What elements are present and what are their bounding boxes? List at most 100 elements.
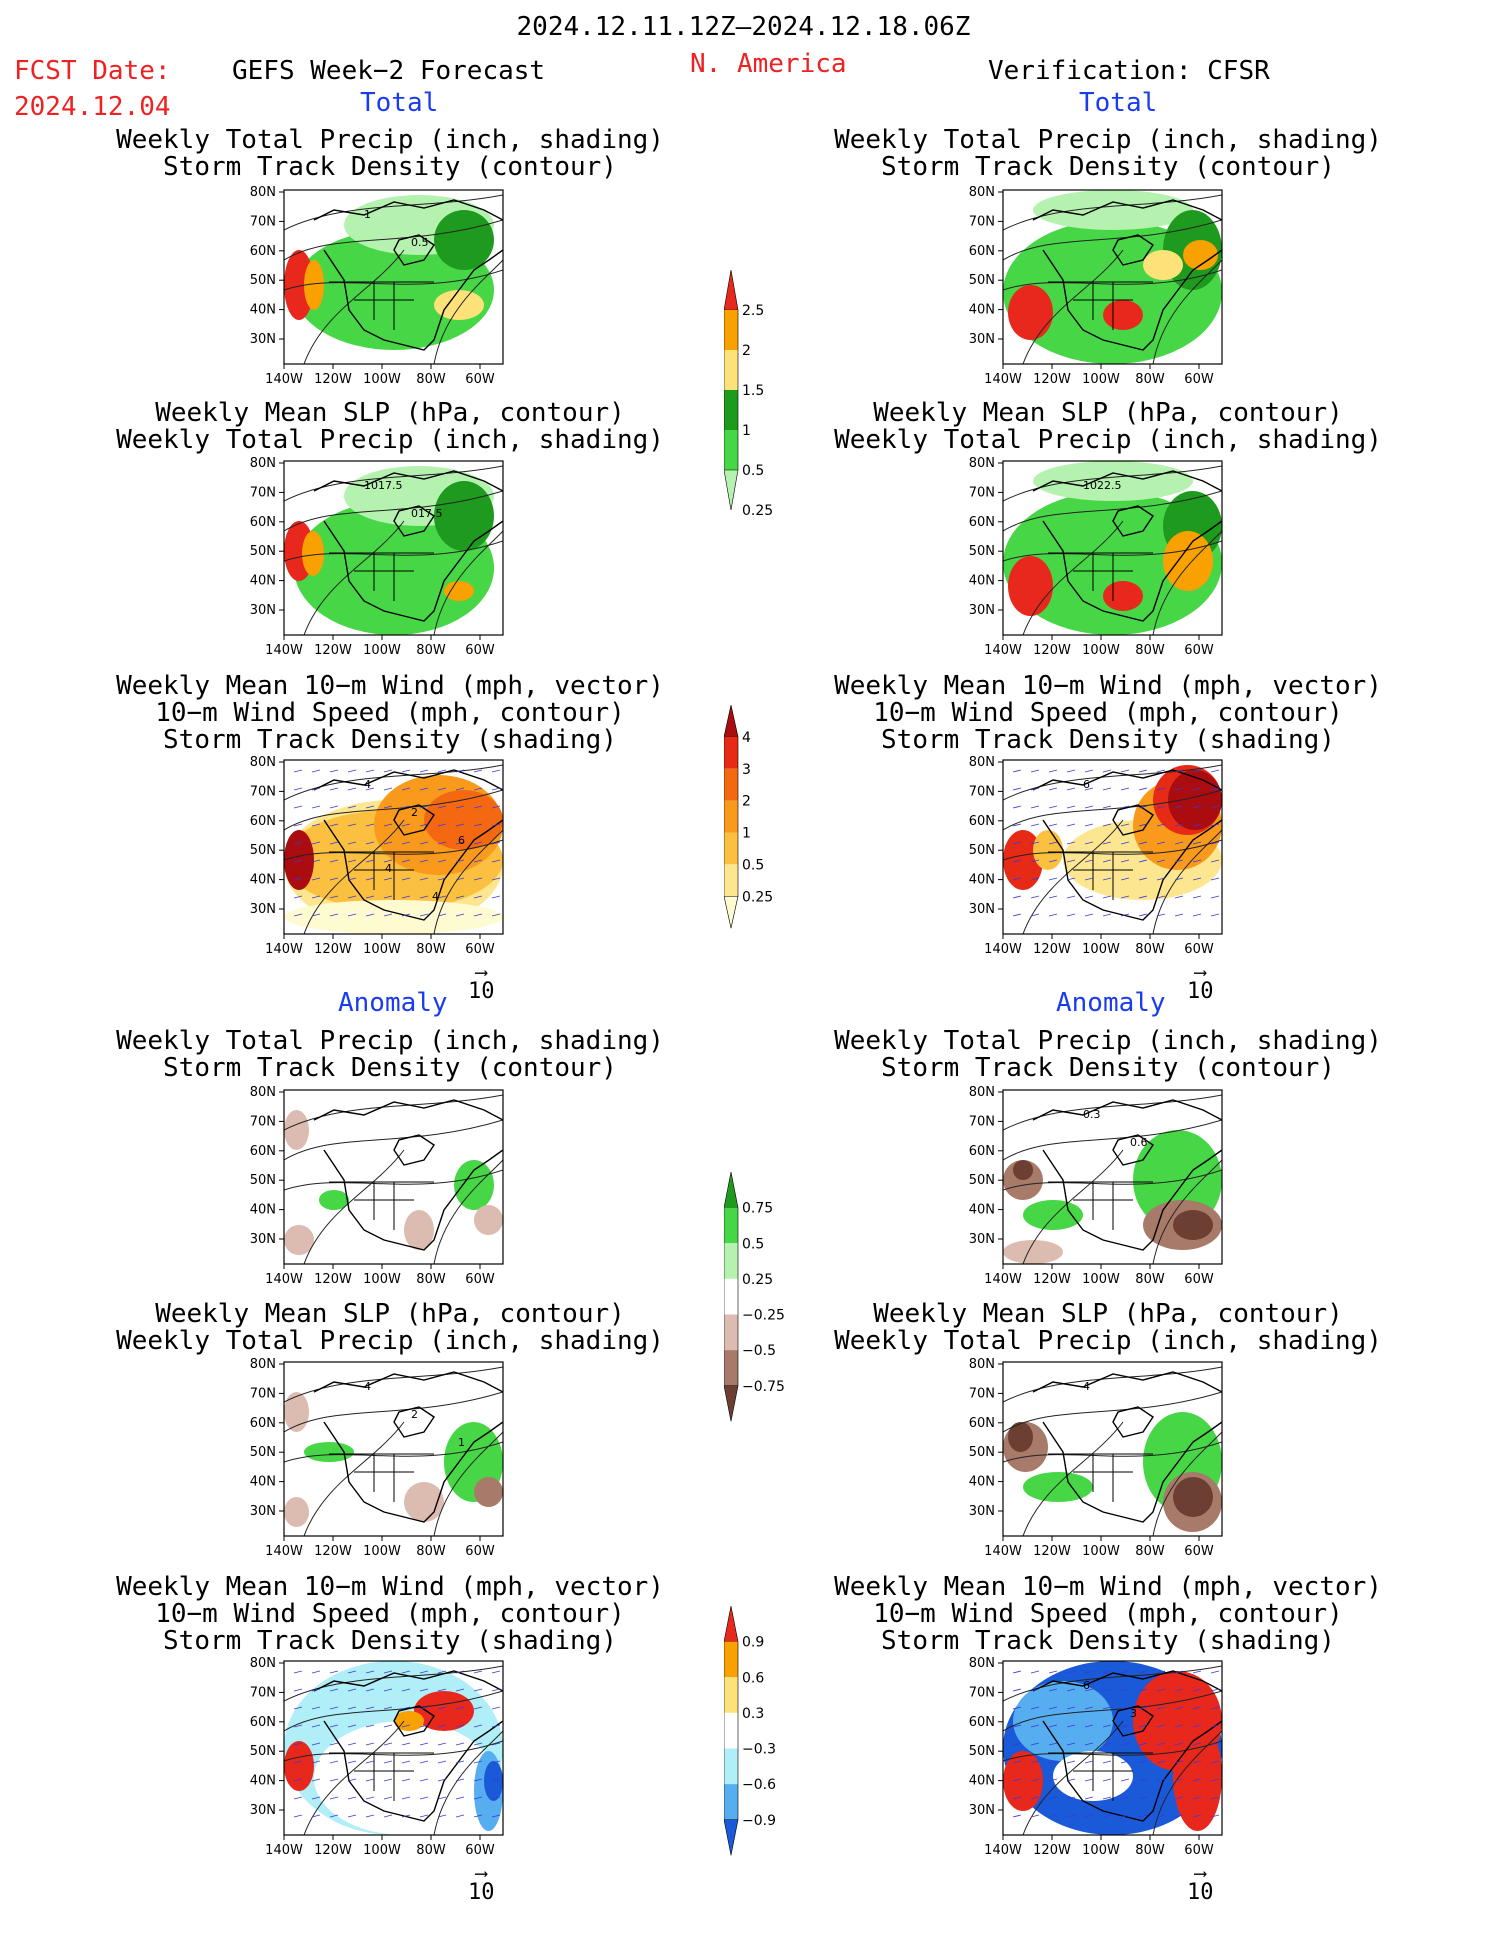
wind-vector xyxy=(1120,1688,1130,1692)
map-svg: 6 3 80N 70N 60N 50N 40N 30N 140W 120W 100W 80W 60W xyxy=(969,1656,1223,1858)
wind-vector xyxy=(293,1670,303,1674)
lon-label: 120W xyxy=(314,1544,352,1559)
contour-line xyxy=(284,194,503,231)
lat-label: 50N xyxy=(250,1744,276,1759)
wind-vector xyxy=(1156,1670,1166,1674)
wind-vector xyxy=(1156,1778,1166,1782)
wind-vector xyxy=(293,895,303,899)
wind-vector xyxy=(1192,1742,1202,1746)
wind-vector xyxy=(1066,895,1076,899)
coastline xyxy=(313,199,503,351)
contour-line xyxy=(1022,1149,1124,1264)
colorbar-label: 0.5 xyxy=(742,463,764,479)
wind-vector xyxy=(1192,913,1202,917)
wind-vector xyxy=(311,913,321,917)
colorbar-swatch xyxy=(724,736,738,769)
shade-region xyxy=(414,1691,474,1731)
lon-label: 100W xyxy=(1082,1843,1120,1858)
shade-region xyxy=(434,290,484,320)
wind-vector xyxy=(491,1688,501,1692)
lon-label: 100W xyxy=(363,1843,401,1858)
wind-vector xyxy=(419,1814,429,1818)
wind-vector xyxy=(437,805,447,809)
state-borders xyxy=(329,1181,434,1230)
shade-region xyxy=(284,1225,314,1255)
wind-vector xyxy=(491,1796,501,1800)
shade-region xyxy=(1023,1472,1093,1502)
wind-vector xyxy=(365,1814,375,1818)
wind-vector xyxy=(329,1670,339,1674)
wind-vector xyxy=(383,841,393,845)
contour-line xyxy=(1003,789,1222,831)
lat-label: 40N xyxy=(969,303,995,318)
lat-label: 30N xyxy=(969,332,995,347)
shade-region xyxy=(1013,1681,1113,1761)
contour-label: 1 xyxy=(364,208,371,221)
wind-vector xyxy=(1174,1670,1184,1674)
contour-line xyxy=(433,829,503,934)
colorbar-label: 2 xyxy=(742,794,751,810)
wind-vector xyxy=(1210,823,1220,827)
wind-vector xyxy=(383,877,393,881)
wind-vector xyxy=(1012,823,1022,827)
wind-vector xyxy=(1048,1778,1058,1782)
wind-vector xyxy=(491,1724,501,1728)
wind-vector xyxy=(455,1814,465,1818)
wind-vector xyxy=(1084,1796,1094,1800)
wind-vector xyxy=(293,1760,303,1764)
lat-label: 40N xyxy=(250,574,276,589)
wind-vector xyxy=(1210,913,1220,917)
contour-label: 017.5 xyxy=(411,507,443,520)
product-title: GEFS Week−2 Forecast xyxy=(232,56,546,86)
lat-label: 70N xyxy=(250,1386,276,1401)
wind-vector xyxy=(293,859,303,863)
wind-vector xyxy=(1012,1670,1022,1674)
wind-vector xyxy=(365,1742,375,1746)
wind-vector xyxy=(1048,859,1058,863)
wind-vector xyxy=(1156,823,1166,827)
wind-vector xyxy=(329,769,339,773)
lat-label: 80N xyxy=(250,1656,276,1671)
state-borders xyxy=(329,1752,434,1801)
wind-vector xyxy=(1174,1814,1184,1818)
wind-vector xyxy=(437,1778,447,1782)
colorbar-bottom xyxy=(723,895,739,929)
wind-vector xyxy=(1138,823,1148,827)
wind-vector xyxy=(1174,823,1184,827)
lat-label: 40N xyxy=(250,1203,276,1218)
lat-label: 40N xyxy=(250,873,276,888)
shade-region xyxy=(1173,1721,1222,1831)
wind-vector xyxy=(491,877,501,881)
wind-vector xyxy=(1210,1796,1220,1800)
wind-vector xyxy=(419,841,429,845)
lat-label: 60N xyxy=(250,244,276,259)
lat-label: 50N xyxy=(250,1173,276,1188)
wind-vector xyxy=(473,1742,483,1746)
wind-vector xyxy=(1012,1706,1022,1710)
map-p2: 1017.5 017.5 80N 70N 60N 50N 40N 30N 140W 120W 100… xyxy=(236,441,535,669)
wind-vector xyxy=(329,841,339,845)
lat-label: 80N xyxy=(969,755,995,770)
contour-label: 0.6 xyxy=(1130,1136,1148,1149)
title-p1: Weekly Total Precip (inch, shading) Storm… xyxy=(116,125,664,182)
wind-vector xyxy=(491,1814,501,1818)
wind-vector xyxy=(1012,1796,1022,1800)
colorbar-label: 0.25 xyxy=(742,503,773,519)
wind-vector xyxy=(455,1778,465,1782)
contour-line xyxy=(1022,249,1124,364)
wind-vector xyxy=(1030,1778,1040,1782)
wind-vector xyxy=(1066,877,1076,881)
wind-vector xyxy=(1084,1814,1094,1818)
shade-region xyxy=(1163,531,1213,591)
wind-vector xyxy=(365,1760,375,1764)
wind-vector xyxy=(1138,1670,1148,1674)
wind-vector xyxy=(1066,787,1076,791)
lon-label: 100W xyxy=(1082,372,1120,387)
wind-vector xyxy=(1066,1670,1076,1674)
wind-vector xyxy=(1102,1796,1112,1800)
wind-vector xyxy=(347,805,357,809)
wind-vector xyxy=(473,913,483,917)
period-title: 2024.12.11.12Z–2024.12.18.06Z xyxy=(516,12,971,42)
shade-region xyxy=(284,1741,314,1791)
wind-vector xyxy=(1210,895,1220,899)
